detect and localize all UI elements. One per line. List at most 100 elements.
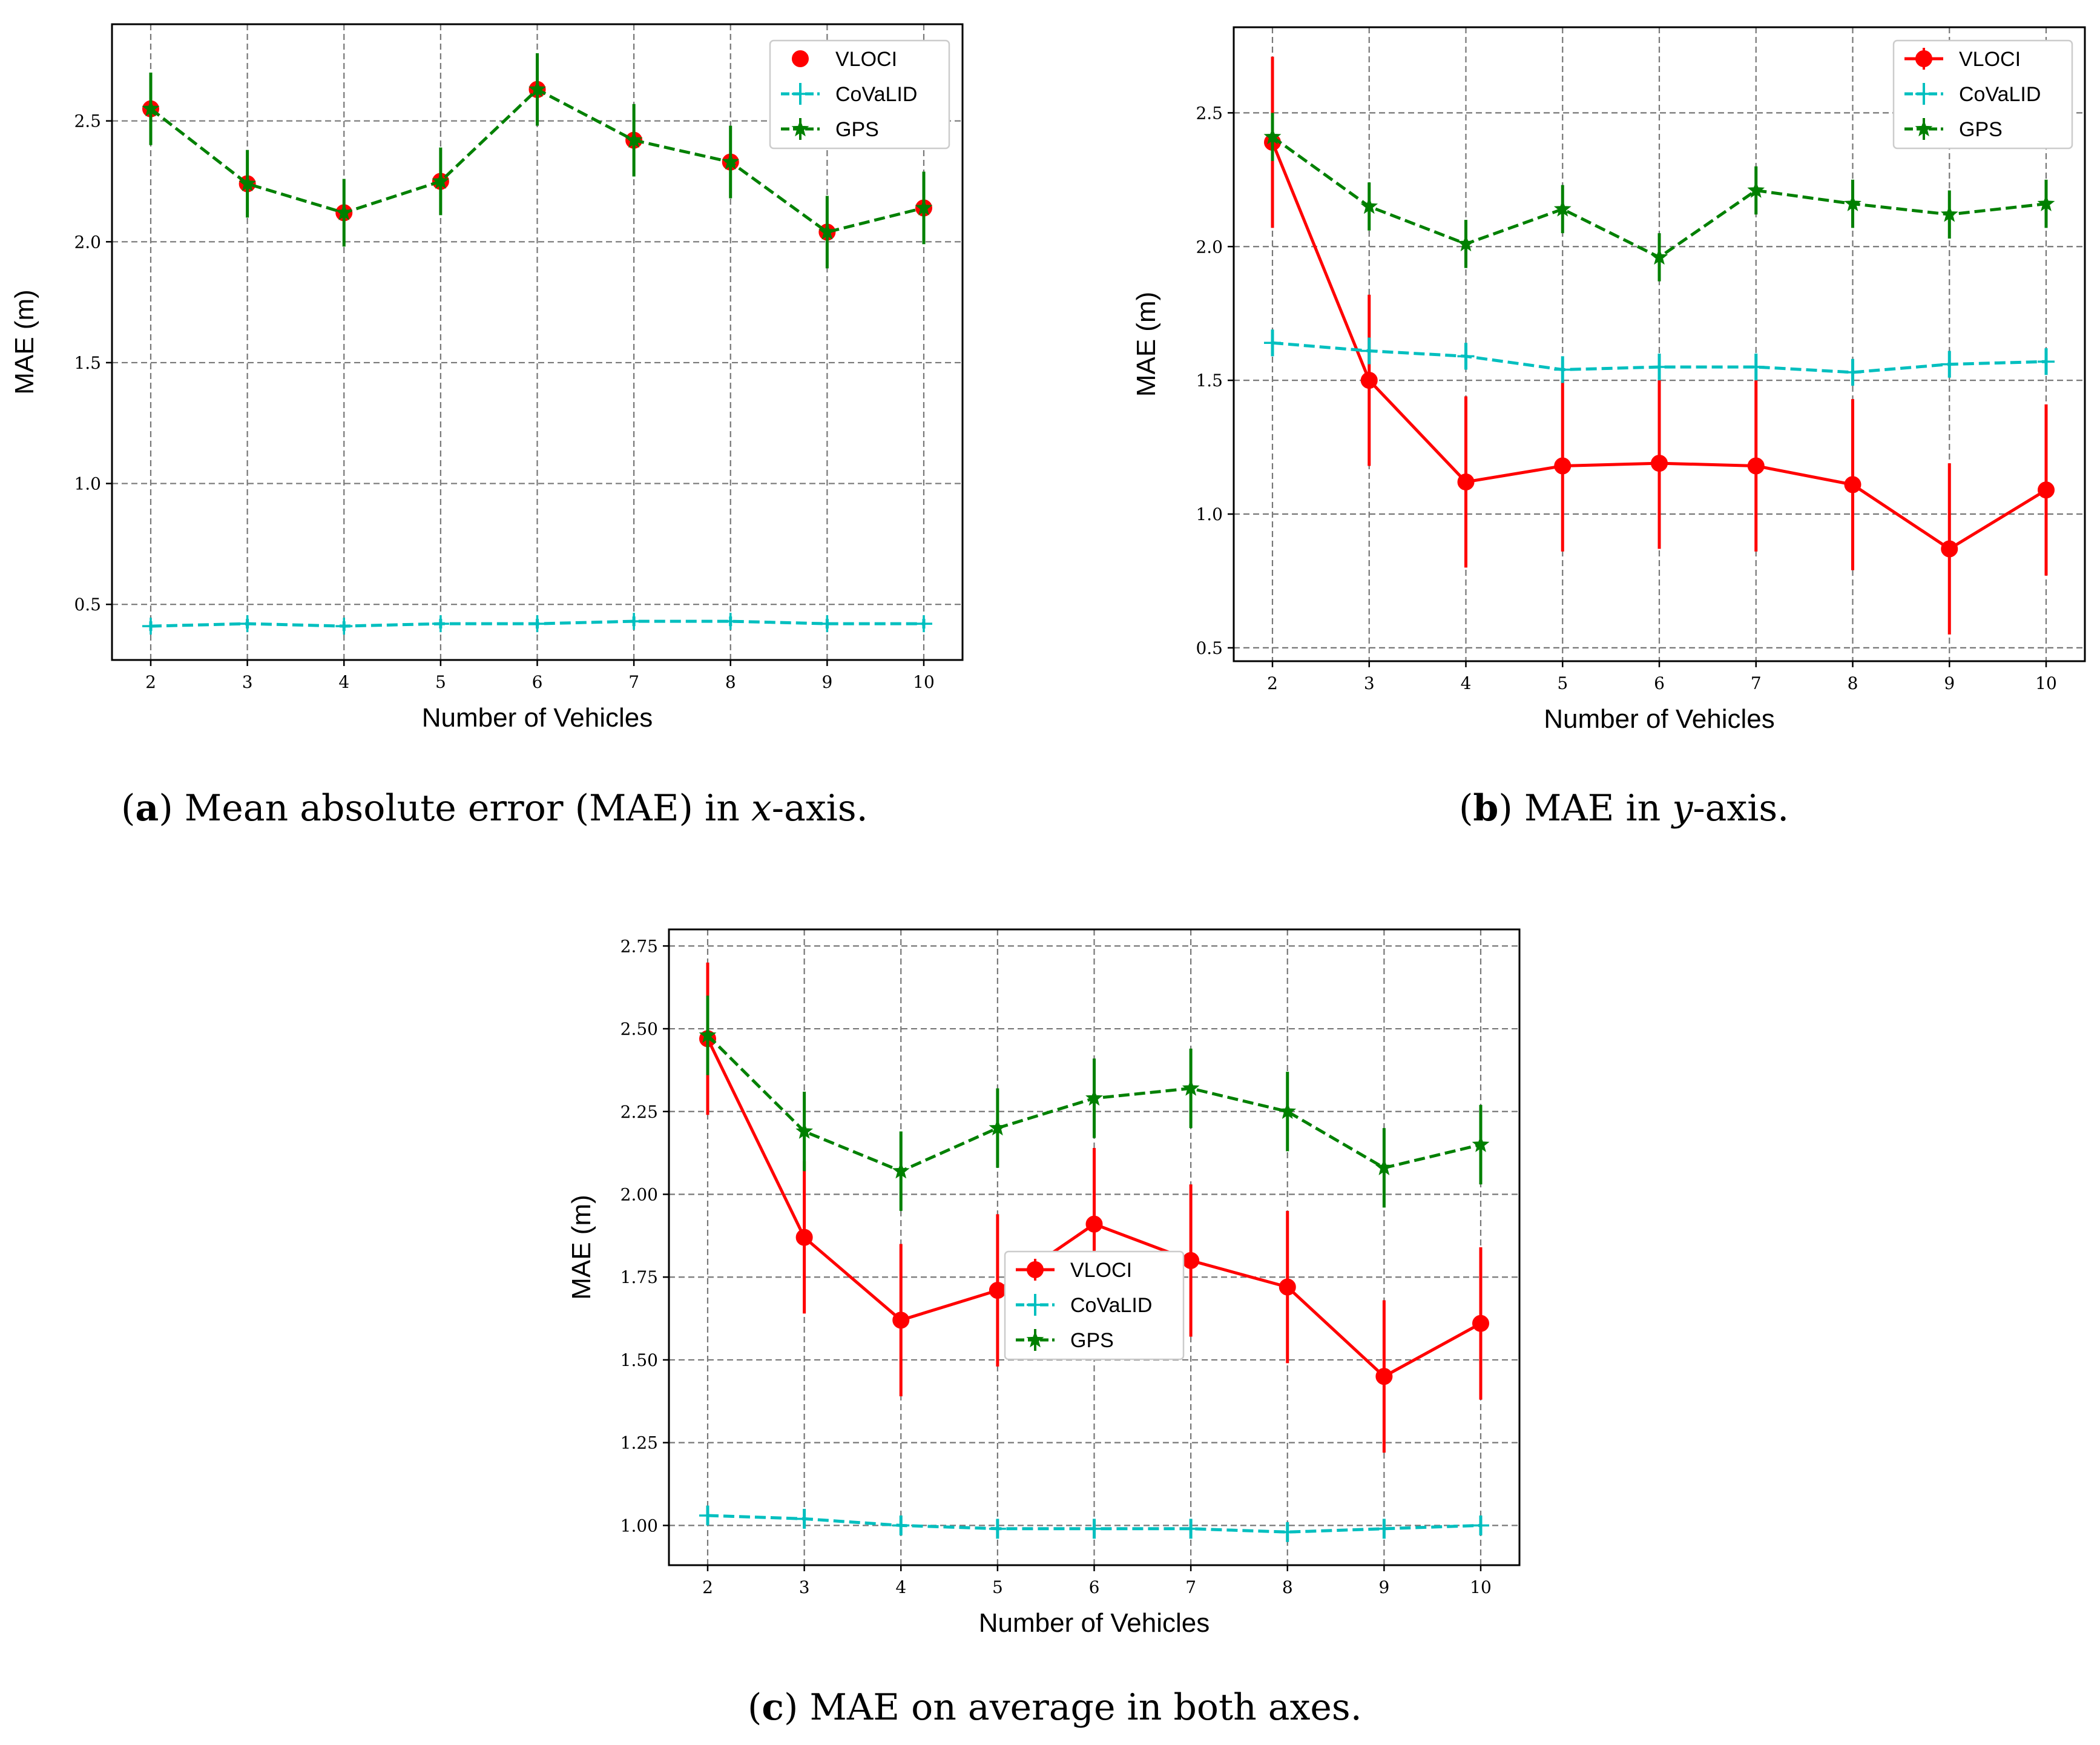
y-tick-label: 2.5 xyxy=(74,111,101,131)
caption-b: (b) MAE in y-axis. xyxy=(1459,787,1789,830)
caption-tag: c xyxy=(762,1686,784,1729)
series-vloci-point-circle-marker xyxy=(795,1229,813,1246)
x-tick-label: 8 xyxy=(725,672,736,692)
x-tick-label: 5 xyxy=(435,672,446,692)
series-vloci-point-circle-marker xyxy=(1651,455,1668,472)
x-tick-label: 3 xyxy=(1364,673,1375,693)
legend-box xyxy=(1892,39,2073,150)
x-tick-label: 6 xyxy=(1089,1577,1100,1597)
legend-gps-star-marker xyxy=(791,119,809,137)
x-tick-label: 8 xyxy=(1282,1577,1293,1597)
series-gps-point-star-marker xyxy=(335,203,353,220)
legend-vloci-circle-marker xyxy=(792,50,809,67)
x-tick-label: 4 xyxy=(895,1577,906,1597)
caption-text: -axis. xyxy=(772,787,868,830)
series-vloci-point-circle-marker xyxy=(1844,476,1861,493)
series-gps-point-star-marker xyxy=(432,172,450,189)
series-gps xyxy=(1263,113,2055,282)
series-gps xyxy=(699,995,1490,1211)
x-tick-label: 2 xyxy=(702,1577,713,1597)
x-axis-label: Number of Vehicles xyxy=(422,703,653,733)
series-vloci-point-circle-marker xyxy=(1554,457,1572,475)
series-gps-point-star-marker xyxy=(2037,194,2055,211)
x-tick-label: 9 xyxy=(1944,673,1955,693)
series-gps-point-star-marker xyxy=(915,199,933,216)
x-tick-label: 10 xyxy=(1470,1577,1492,1597)
legend-label-gps: GPS xyxy=(1959,118,2003,141)
series-gps-point-star-marker xyxy=(1747,181,1765,198)
y-tick-label: 2.00 xyxy=(620,1185,658,1205)
caption-a: (a) Mean absolute error (MAE) in x-axis. xyxy=(121,787,868,830)
x-tick-label: 9 xyxy=(821,672,832,692)
series-gps-point-star-marker xyxy=(1457,234,1475,252)
series-gps-point-star-marker xyxy=(818,223,836,240)
legend-label-vloci: VLOCI xyxy=(835,48,897,71)
caption-tag: a xyxy=(135,787,159,830)
x-tick-label: 3 xyxy=(242,672,253,692)
legend-label-gps: GPS xyxy=(835,118,879,141)
series-gps-point-star-marker xyxy=(795,1122,813,1139)
y-tick-label: 2.0 xyxy=(1196,237,1223,257)
legend-label-gps: GPS xyxy=(1070,1329,1114,1352)
y-axis-label: MAE (m) xyxy=(10,289,39,395)
x-axis-label: Number of Vehicles xyxy=(979,1608,1210,1638)
caption-var: y xyxy=(1670,787,1693,830)
series-gps-point-star-marker xyxy=(1360,197,1378,214)
x-tick-label: 4 xyxy=(338,672,349,692)
y-tick-label: 1.0 xyxy=(74,474,101,494)
y-tick-label: 2.75 xyxy=(620,936,658,956)
y-tick-label: 1.25 xyxy=(620,1433,658,1453)
caption-text: ) MAE on average in both axes. xyxy=(784,1686,1362,1729)
caption-text: ( xyxy=(1459,787,1473,830)
x-tick-label: 7 xyxy=(1185,1577,1196,1597)
caption-text: -axis. xyxy=(1693,787,1789,830)
legend-label-covalid: CoVaLID xyxy=(1070,1294,1152,1317)
series-gps-point-star-marker xyxy=(1279,1102,1297,1120)
chart-a: 2 3 4 5 6 7 8 9 10 0.5 1.0 1.5 2.0 2.5 Number of Vehic… xyxy=(10,23,964,830)
series-gps-point-star-marker xyxy=(1375,1158,1393,1176)
series-vloci-point-circle-marker xyxy=(989,1282,1006,1299)
caption-tag: b xyxy=(1473,787,1498,830)
series-vloci-point-circle-marker xyxy=(1360,372,1378,389)
x-tick-label: 2 xyxy=(145,672,156,692)
series-gps-point-star-marker xyxy=(1472,1135,1490,1152)
series-gps-point-star-marker xyxy=(989,1118,1007,1136)
x-tick-label: 6 xyxy=(1654,673,1665,693)
series-gps xyxy=(142,53,933,269)
caption-text: ( xyxy=(121,787,135,830)
y-tick-label: 1.5 xyxy=(1196,371,1223,391)
series-vloci-point-circle-marker xyxy=(1747,457,1765,475)
caption-text: ( xyxy=(748,1686,762,1729)
series-gps-point-star-marker xyxy=(1650,248,1668,265)
legend: VLOCI CoVaLID GPS xyxy=(769,39,950,150)
series-gps-point-star-marker xyxy=(528,80,546,97)
x-tick-label: 3 xyxy=(799,1577,810,1597)
x-tick-label: 4 xyxy=(1461,673,1472,693)
plot-frame xyxy=(1233,26,2086,662)
chart-b: 2 3 4 5 6 7 8 9 10 0.5 1.0 1.5 2.0 2.5 Number of Vehic… xyxy=(1131,26,2086,830)
series-gps-point-star-marker xyxy=(239,174,256,191)
caption-c: (c) MAE on average in both axes. xyxy=(748,1686,1362,1729)
series-covalid xyxy=(699,1505,1489,1542)
legend: VLOCI CoVaLID GPS xyxy=(1004,1250,1185,1361)
series-vloci-point-circle-marker xyxy=(1085,1215,1103,1233)
x-tick-label: 8 xyxy=(1848,673,1858,693)
series-vloci-point-circle-marker xyxy=(1457,473,1475,491)
series-vloci-point-circle-marker xyxy=(1375,1368,1393,1385)
legend-vloci-circle-marker xyxy=(1915,50,1932,67)
series-vloci-point-circle-marker xyxy=(892,1311,910,1329)
y-tick-label: 2.25 xyxy=(620,1102,658,1122)
legend-vloci-circle-marker xyxy=(1027,1261,1044,1278)
plot-frame xyxy=(111,23,964,661)
series-vloci-point-circle-marker xyxy=(2038,481,2055,499)
x-tick-label: 6 xyxy=(532,672,543,692)
legend: VLOCI CoVaLID GPS xyxy=(1892,39,2073,150)
y-axis-label: MAE (m) xyxy=(567,1195,596,1300)
x-tick-label: 10 xyxy=(2035,673,2057,693)
series-vloci-point-circle-marker xyxy=(1279,1278,1296,1296)
series-gps-point-star-marker xyxy=(699,1026,717,1043)
x-tick-label: 7 xyxy=(628,672,639,692)
series-vloci-point-circle-marker xyxy=(1472,1315,1489,1332)
legend-label-covalid: CoVaLID xyxy=(1959,83,2041,106)
